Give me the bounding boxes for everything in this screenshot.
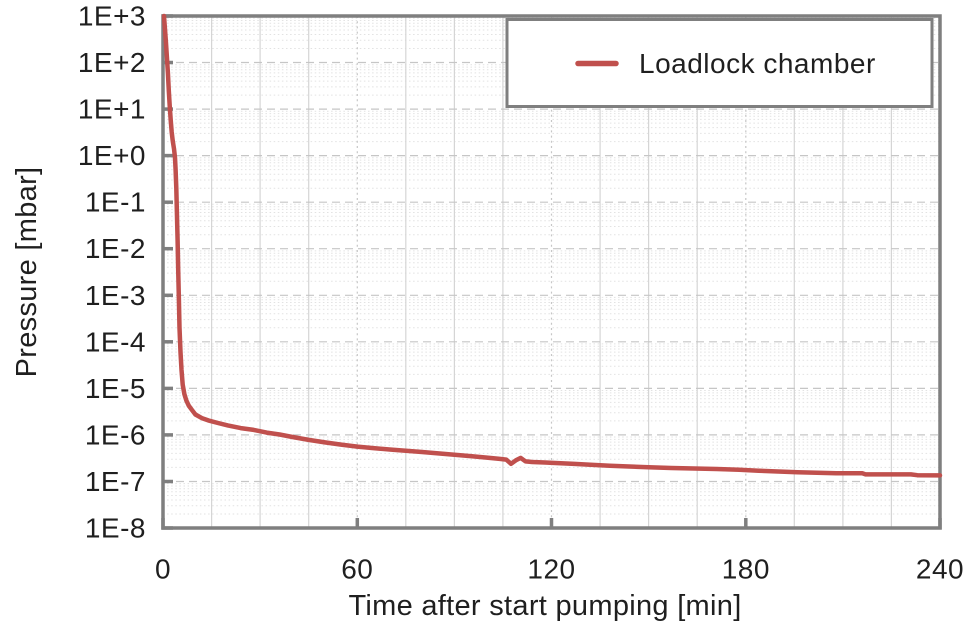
y-tick-label: 1E+3 bbox=[78, 1, 146, 32]
legend: Loadlock chamber bbox=[505, 18, 934, 108]
y-tick-label: 1E-7 bbox=[85, 466, 146, 497]
y-tick-label: 1E-1 bbox=[85, 187, 146, 218]
x-tick-label: 180 bbox=[722, 554, 770, 585]
y-tick-label: 1E-2 bbox=[85, 233, 146, 264]
x-tick-label: 240 bbox=[916, 554, 964, 585]
y-tick-label: 1E+0 bbox=[78, 140, 146, 171]
x-tick-label: 120 bbox=[527, 554, 575, 585]
y-tick-label: 1E-5 bbox=[85, 373, 146, 404]
y-tick-label: 1E+1 bbox=[78, 94, 146, 125]
y-tick-label: 1E-6 bbox=[85, 419, 146, 450]
gridlines-major bbox=[163, 16, 940, 528]
y-tick-label: 1E-8 bbox=[85, 513, 146, 544]
y-tick-label: 1E-3 bbox=[85, 280, 146, 311]
x-tick-label: 0 bbox=[155, 554, 171, 585]
x-tick-label: 60 bbox=[341, 554, 373, 585]
x-axis-title: Time after start pumping [min] bbox=[348, 590, 741, 622]
pressure-curve bbox=[161, 13, 943, 478]
tick-labels: 1E+3 1E+2 1E+1 1E+0 1E-1 1E-2 1E-3 1E-4 1E-5 1E-6… bbox=[78, 1, 964, 585]
y-tick-label: 1E+2 bbox=[78, 47, 146, 78]
y-axis-title: Pressure [mbar] bbox=[11, 167, 43, 378]
legend-label: Loadlock chamber bbox=[639, 48, 876, 79]
y-tick-label: 1E-4 bbox=[85, 326, 146, 357]
